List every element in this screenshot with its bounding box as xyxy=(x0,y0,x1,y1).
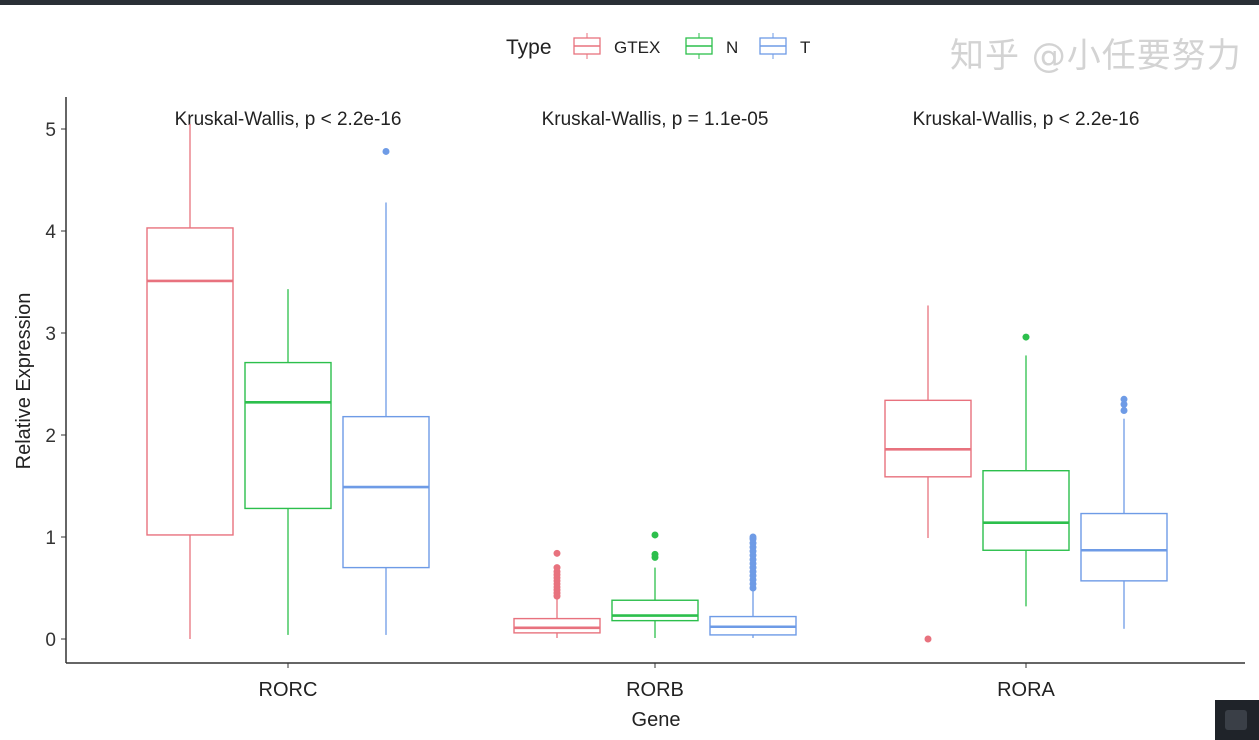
overlay-app-icon[interactable] xyxy=(1215,700,1259,740)
box-iqr xyxy=(513,617,601,634)
outlier-point xyxy=(651,531,659,539)
box-T-RORC xyxy=(342,147,430,635)
axes: Relative Expression Gene 0 1 2 3 4 5 RORC RORB R… xyxy=(13,97,1245,731)
kruskal-wallis-annotation: Kruskal-Wallis, p = 1.1e-05 xyxy=(542,109,769,130)
legend-label: N xyxy=(726,38,738,57)
legend-title: Type xyxy=(506,36,552,59)
legend-label: GTEX xyxy=(614,38,660,57)
window-top-bar xyxy=(0,0,1259,5)
kruskal-wallis-annotation: Kruskal-Wallis, p < 2.2e-16 xyxy=(175,109,402,130)
box-T-RORB xyxy=(709,533,797,638)
box-T-RORA xyxy=(1080,395,1168,629)
outlier-point xyxy=(651,550,659,558)
outlier-point xyxy=(1120,395,1128,403)
box-iqr xyxy=(982,470,1070,551)
legend-label: T xyxy=(800,38,810,57)
box-GTEX-RORC xyxy=(146,123,234,639)
y-tick-label: 0 xyxy=(45,630,56,651)
x-axis-label: Gene xyxy=(632,709,681,731)
annotations: Kruskal-Wallis, p < 2.2e-16 Kruskal-Walli… xyxy=(175,109,1140,130)
box-GTEX-RORB xyxy=(513,549,601,638)
outlier-point xyxy=(553,549,561,557)
outlier-point xyxy=(553,564,561,572)
box-iqr xyxy=(884,399,972,478)
outlier-point xyxy=(924,635,932,643)
box-GTEX-RORA xyxy=(884,305,972,643)
legend-entry-N: N xyxy=(685,33,738,59)
legend-entry-GTEX: GTEX xyxy=(573,33,660,59)
x-tick-label: RORC xyxy=(259,679,318,701)
box-iqr xyxy=(244,361,332,510)
x-tick-label: RORA xyxy=(997,679,1055,701)
outlier-point xyxy=(749,533,757,541)
app-icon xyxy=(1225,710,1247,730)
y-tick-label: 4 xyxy=(45,222,56,243)
legend-entry-T: T xyxy=(759,33,810,59)
box-marks xyxy=(146,123,1168,643)
y-axis-label: Relative Expression xyxy=(13,293,35,470)
y-tick-label: 2 xyxy=(45,426,56,447)
box-N-RORA xyxy=(982,333,1070,607)
box-iqr xyxy=(611,599,699,622)
kruskal-wallis-annotation: Kruskal-Wallis, p < 2.2e-16 xyxy=(913,109,1140,130)
box-iqr xyxy=(342,415,430,569)
watermark: 知乎 @小任要努力 xyxy=(950,36,1242,76)
y-tick-label: 3 xyxy=(45,324,56,345)
outlier-point xyxy=(1120,400,1128,408)
legend: Type GTEX N T xyxy=(506,33,810,59)
outlier-point xyxy=(1022,333,1030,341)
outlier-point xyxy=(1120,407,1128,415)
outlier-point xyxy=(382,147,390,155)
y-tick-label: 1 xyxy=(45,528,56,549)
box-iqr xyxy=(146,227,234,536)
x-tick-label: RORB xyxy=(626,679,684,701)
box-N-RORC xyxy=(244,289,332,635)
y-tick-label: 5 xyxy=(45,120,56,141)
box-iqr xyxy=(1080,512,1168,582)
box-N-RORB xyxy=(611,531,699,638)
